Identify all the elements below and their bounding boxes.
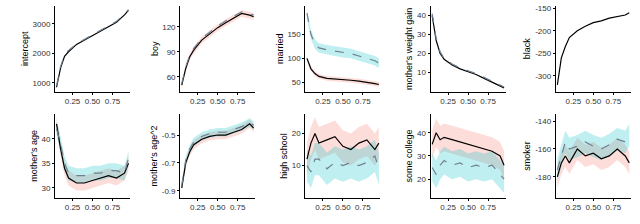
svg-text:30: 30: [41, 184, 50, 193]
svg-text:0.75: 0.75: [606, 97, 622, 106]
svg-text:0.75: 0.75: [230, 97, 246, 106]
svg-text:mother's age: mother's age: [29, 130, 39, 182]
svg-text:0.25: 0.25: [65, 203, 81, 212]
svg-text:-180: -180: [535, 173, 552, 182]
svg-text:0.75: 0.75: [355, 203, 371, 212]
svg-text:90: 90: [167, 48, 176, 57]
svg-text:0.75: 0.75: [606, 203, 622, 212]
svg-text:0.50: 0.50: [586, 97, 602, 106]
svg-text:black: black: [522, 38, 532, 60]
svg-text:10: 10: [292, 161, 301, 170]
svg-text:0.25: 0.25: [566, 203, 582, 212]
svg-text:35: 35: [41, 159, 50, 168]
svg-text:0.75: 0.75: [105, 203, 121, 212]
svg-text:60: 60: [167, 73, 176, 82]
svg-text:0.75: 0.75: [230, 203, 246, 212]
svg-text:30: 30: [417, 30, 426, 39]
svg-text:0.50: 0.50: [335, 97, 351, 106]
svg-text:-0.9: -0.9: [162, 187, 176, 196]
svg-text:0.50: 0.50: [210, 97, 226, 106]
svg-text:0.75: 0.75: [480, 97, 496, 106]
svg-text:40: 40: [417, 129, 426, 138]
svg-text:-140: -140: [535, 117, 552, 126]
svg-text:0.25: 0.25: [440, 97, 456, 106]
svg-text:0.25: 0.25: [440, 203, 456, 212]
svg-text:20: 20: [417, 175, 426, 184]
svg-text:0.75: 0.75: [480, 203, 496, 212]
svg-text:-0.5: -0.5: [162, 131, 176, 140]
svg-text:0.75: 0.75: [355, 97, 371, 106]
svg-text:-160: -160: [535, 145, 552, 154]
svg-text:0.75: 0.75: [105, 97, 121, 106]
svg-text:-250: -250: [535, 49, 552, 58]
svg-text:1000: 1000: [33, 79, 51, 88]
svg-text:high school: high school: [279, 133, 289, 179]
svg-text:-300: -300: [535, 72, 552, 81]
svg-text:40: 40: [41, 135, 50, 144]
svg-text:30: 30: [417, 152, 426, 161]
svg-text:40: 40: [417, 11, 426, 20]
svg-text:boy: boy: [150, 41, 160, 56]
svg-text:100: 100: [287, 54, 301, 63]
svg-text:-150: -150: [535, 4, 552, 13]
svg-text:0.25: 0.25: [190, 203, 206, 212]
svg-text:3000: 3000: [33, 20, 51, 29]
svg-text:-200: -200: [535, 27, 552, 36]
svg-text:mother's weight gain: mother's weight gain: [404, 8, 414, 90]
svg-text:20: 20: [292, 129, 301, 138]
svg-text:120: 120: [162, 23, 176, 32]
svg-text:0.50: 0.50: [85, 97, 101, 106]
svg-text:0.50: 0.50: [85, 203, 101, 212]
svg-text:0.50: 0.50: [460, 97, 476, 106]
svg-text:intercept: intercept: [20, 31, 30, 66]
svg-text:10: 10: [417, 68, 426, 77]
svg-text:0.25: 0.25: [315, 97, 331, 106]
svg-text:0.25: 0.25: [315, 203, 331, 212]
svg-text:0.50: 0.50: [460, 203, 476, 212]
svg-text:150: 150: [287, 30, 301, 39]
svg-text:mother's age^2: mother's age^2: [149, 125, 159, 186]
svg-text:20: 20: [417, 49, 426, 58]
svg-text:married: married: [275, 34, 285, 65]
svg-text:2000: 2000: [33, 49, 51, 58]
svg-text:0.50: 0.50: [335, 203, 351, 212]
svg-text:smoker: smoker: [522, 141, 532, 171]
svg-text:-0.7: -0.7: [162, 159, 176, 168]
svg-text:0.25: 0.25: [566, 97, 582, 106]
svg-text:50: 50: [292, 78, 301, 87]
svg-text:0.25: 0.25: [190, 97, 206, 106]
svg-text:0.25: 0.25: [65, 97, 81, 106]
svg-text:some college: some college: [404, 129, 414, 182]
svg-text:0.50: 0.50: [210, 203, 226, 212]
svg-text:0.50: 0.50: [586, 203, 602, 212]
